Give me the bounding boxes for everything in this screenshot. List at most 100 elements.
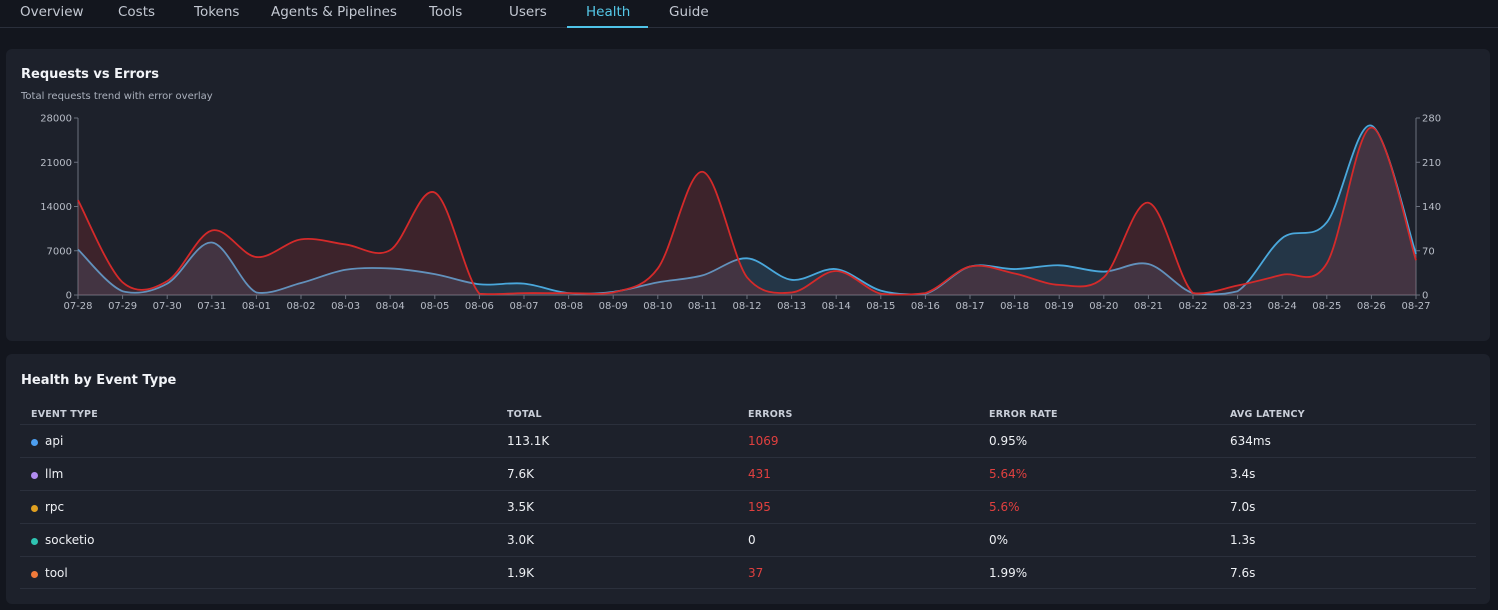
total-value: 3.5K <box>507 500 534 514</box>
right-y-tick-label: 140 <box>1422 202 1441 213</box>
x-tick-label: 07-28 <box>63 301 92 312</box>
right-y-tick-label: 70 <box>1422 246 1435 257</box>
table-row[interactable]: tool 1.9K 37 1.99% 7.6s <box>20 556 1476 589</box>
tab-tokens[interactable]: Tokens <box>194 4 240 20</box>
x-tick-label: 08-25 <box>1312 301 1341 312</box>
errors-value: 0 <box>748 533 756 547</box>
requests-errors-chart: 0 7000 14000 21000 28000 0 70 140 210 280 07-28 07-… <box>40 114 1441 313</box>
event-type-dot <box>31 505 38 512</box>
x-tick-label: 08-24 <box>1268 301 1297 312</box>
table-title: Health by Event Type <box>21 373 177 388</box>
event-type-dot <box>31 538 38 545</box>
x-tick-label: 07-30 <box>153 301 182 312</box>
x-tick-label: 08-01 <box>242 301 271 312</box>
x-tick-label: 07-29 <box>108 301 137 312</box>
x-tick-label: 08-09 <box>599 301 628 312</box>
header-errors: ERRORS <box>748 409 793 420</box>
left-y-tick-label: 0 <box>66 291 72 302</box>
event-type-dot <box>31 571 38 578</box>
error-rate-value: 0.95% <box>989 434 1028 448</box>
avg-latency-value: 7.0s <box>1230 500 1256 514</box>
left-y-tick-label: 21000 <box>40 158 72 169</box>
left-y-tick-label: 14000 <box>40 202 72 213</box>
error-rate-value: 1.99% <box>989 566 1028 580</box>
x-tick-label: 08-26 <box>1357 301 1386 312</box>
header-total: TOTAL <box>507 409 542 420</box>
requests-area <box>78 125 1416 295</box>
tab-agents-pipelines[interactable]: Agents & Pipelines <box>271 4 397 20</box>
tab-guide[interactable]: Guide <box>669 4 709 20</box>
right-y-tick-label: 0 <box>1422 291 1428 302</box>
left-y-tick-label: 7000 <box>47 246 72 257</box>
requests-errors-card: Requests vs Errors Total requests trend … <box>6 49 1490 341</box>
total-value: 1.9K <box>507 566 534 580</box>
errors-area <box>78 127 1416 295</box>
tab-users[interactable]: Users <box>509 4 547 20</box>
event-type-name: rpc <box>45 500 65 514</box>
error-rate-value: 0% <box>989 533 1009 547</box>
avg-latency-value: 634ms <box>1230 434 1271 448</box>
x-tick-label: 08-14 <box>822 301 851 312</box>
tab-overview[interactable]: Overview <box>20 4 84 20</box>
x-tick-label: 08-16 <box>911 301 940 312</box>
x-tick-label: 08-23 <box>1223 301 1252 312</box>
avg-latency-value: 1.3s <box>1230 533 1256 547</box>
nav-tabs: Overview Costs Tokens Agents & Pipelines… <box>0 0 1498 28</box>
x-tick-label: 08-02 <box>286 301 315 312</box>
x-tick-label: 08-08 <box>554 301 583 312</box>
right-y-tick-label: 280 <box>1422 114 1441 125</box>
event-type-dot <box>31 439 38 446</box>
errors-line <box>77 126 1417 296</box>
x-tick-label: 08-05 <box>420 301 449 312</box>
x-tick-label: 08-18 <box>1000 301 1029 312</box>
total-value: 3.0K <box>507 533 534 547</box>
x-tick-label: 08-10 <box>643 301 672 312</box>
x-tick-label: 08-12 <box>732 301 761 312</box>
x-tick-label: 08-06 <box>465 301 494 312</box>
header-avg-latency: AVG LATENCY <box>1230 409 1305 420</box>
x-tick-label: 08-22 <box>1178 301 1207 312</box>
chart-subtitle: Total requests trend with error overlay <box>21 91 213 102</box>
x-tick-label: 08-20 <box>1089 301 1118 312</box>
chart-title: Requests vs Errors <box>21 67 159 82</box>
x-tick-label: 08-04 <box>376 301 405 312</box>
right-y-tick-label: 210 <box>1422 158 1441 169</box>
tab-costs[interactable]: Costs <box>118 4 156 20</box>
total-value: 113.1K <box>507 434 550 448</box>
tab-tools[interactable]: Tools <box>429 4 463 20</box>
table-row[interactable]: socketio 3.0K 0 0% 1.3s <box>20 523 1476 556</box>
error-rate-value: 5.6% <box>989 500 1020 514</box>
health-by-event-card: Health by Event Type EVENT TYPE TOTAL ER… <box>6 354 1490 604</box>
errors-value: 37 <box>748 566 764 580</box>
left-y-tick-label: 28000 <box>40 114 72 125</box>
error-rate-value: 5.64% <box>989 467 1028 481</box>
active-tab-indicator <box>567 26 648 28</box>
x-tick-label: 08-03 <box>331 301 360 312</box>
errors-value: 195 <box>748 500 771 514</box>
x-tick-label: 08-13 <box>777 301 806 312</box>
table-row[interactable]: rpc 3.5K 195 5.6% 7.0s <box>20 490 1476 523</box>
avg-latency-value: 3.4s <box>1230 467 1256 481</box>
event-type-name: tool <box>45 566 68 580</box>
total-value: 7.6K <box>507 467 534 481</box>
x-tick-label: 07-31 <box>197 301 226 312</box>
x-tick-label: 08-15 <box>866 301 895 312</box>
errors-value: 431 <box>748 467 771 481</box>
event-type-name: llm <box>45 467 64 481</box>
x-tick-label: 08-07 <box>509 301 538 312</box>
header-error-rate: ERROR RATE <box>989 409 1058 420</box>
x-tick-label: 08-21 <box>1134 301 1163 312</box>
x-tick-label: 08-27 <box>1401 301 1430 312</box>
tab-health[interactable]: Health <box>586 4 631 20</box>
table-row[interactable]: llm 7.6K 431 5.64% 3.4s <box>20 457 1476 490</box>
errors-value: 1069 <box>748 434 779 448</box>
avg-latency-value: 7.6s <box>1230 566 1256 580</box>
x-tick-label: 08-17 <box>955 301 984 312</box>
event-type-dot <box>31 472 38 479</box>
x-tick-label: 08-19 <box>1045 301 1074 312</box>
event-type-name: socketio <box>45 533 95 547</box>
event-type-name: api <box>45 434 64 448</box>
header-event-type: EVENT TYPE <box>31 409 98 420</box>
table-row[interactable]: api 113.1K 1069 0.95% 634ms <box>20 424 1476 457</box>
x-tick-label: 08-11 <box>688 301 717 312</box>
